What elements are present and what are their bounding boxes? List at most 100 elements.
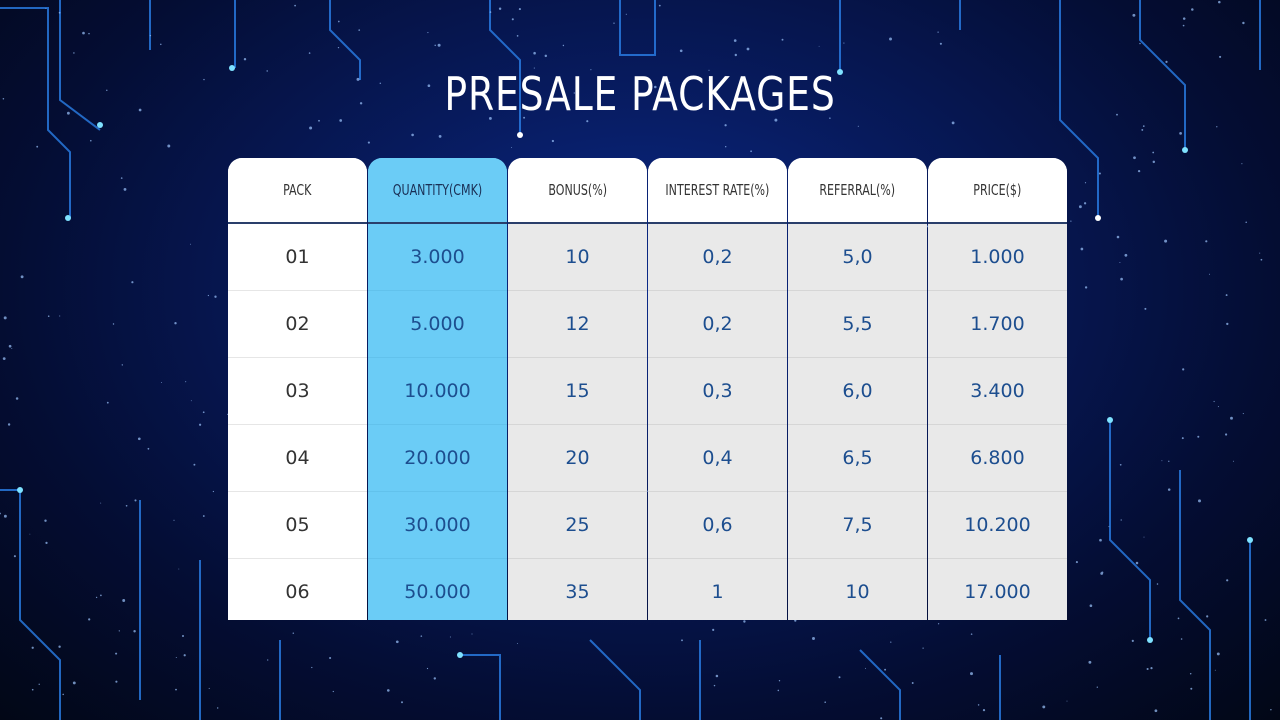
star-dot: [734, 53, 737, 57]
star-dot: [106, 89, 108, 92]
star-dot: [777, 689, 780, 692]
star-dot: [90, 139, 92, 142]
star-dot: [2, 357, 6, 360]
star-dot: [1209, 273, 1210, 275]
star-dot: [562, 44, 565, 47]
star-dot: [115, 680, 118, 683]
table-cell: 05: [228, 492, 367, 559]
star-dot: [183, 654, 186, 657]
column-header: QUANTITY(CMK): [368, 158, 507, 224]
star-dot: [713, 684, 716, 687]
star-dot: [1191, 8, 1194, 11]
star-dot: [449, 636, 451, 638]
star-dot: [3, 514, 7, 518]
star-dot: [44, 519, 47, 522]
star-dot: [590, 69, 592, 71]
star-dot: [311, 666, 313, 669]
column-interest-rate: INTEREST RATE(%) 0,2 0,2 0,3 0,4 0,6 1: [648, 158, 787, 620]
star-dot: [58, 645, 61, 648]
star-dot: [937, 31, 939, 33]
star-dot: [511, 18, 514, 21]
star-dot: [15, 397, 19, 400]
star-dot: [8, 344, 12, 348]
star-dot: [977, 704, 980, 706]
star-dot: [29, 533, 31, 535]
star-dot: [386, 689, 390, 692]
page-title: PRESALE PACKAGES: [444, 67, 836, 121]
star-dot: [58, 11, 61, 14]
star-dot: [1066, 700, 1068, 702]
star-dot: [207, 294, 210, 297]
star-dot: [118, 630, 120, 632]
column-header: REFERRAL(%): [788, 158, 927, 224]
star-dot: [20, 275, 24, 279]
star-dot: [1070, 220, 1072, 222]
star-dot: [1154, 709, 1158, 713]
star-dot: [434, 44, 436, 47]
star-dot: [1181, 437, 1184, 440]
star-dot: [774, 118, 778, 122]
star-dot: [173, 519, 175, 521]
table-cell: 3.400: [928, 358, 1067, 425]
star-dot: [937, 623, 940, 625]
star-dot: [318, 119, 320, 122]
star-dot: [511, 147, 513, 149]
star-dot: [1137, 169, 1141, 173]
table-cell: 0,2: [648, 224, 787, 291]
star-dot: [427, 84, 431, 88]
star-dot: [167, 144, 171, 148]
star-dot: [190, 243, 192, 245]
table-cell: 10.200: [928, 492, 1067, 559]
star-dot: [970, 672, 973, 676]
star-dot: [112, 323, 115, 325]
star-dot: [420, 635, 423, 637]
star-dot: [149, 34, 152, 37]
star-dot: [1218, 0, 1221, 4]
star-dot: [1225, 433, 1228, 436]
star-dot: [1150, 667, 1153, 670]
star-dot: [175, 656, 177, 659]
star-dot: [95, 596, 98, 599]
star-dot: [433, 677, 437, 680]
star-dot: [951, 121, 955, 125]
star-dot: [267, 659, 269, 661]
star-dot: [7, 423, 11, 426]
table-cell: 06: [228, 559, 367, 620]
star-dot: [339, 119, 343, 122]
star-dot: [437, 43, 441, 47]
star-dot: [1083, 202, 1087, 205]
star-dot: [1182, 17, 1186, 20]
star-dot: [1099, 538, 1102, 542]
table-cell: 5,5: [788, 291, 927, 358]
star-dot: [1078, 205, 1082, 209]
star-dot: [586, 120, 589, 123]
star-dot: [818, 45, 820, 47]
star-dot: [59, 315, 61, 317]
star-dot: [175, 688, 177, 691]
star-dot: [1242, 413, 1244, 415]
star-dot: [1096, 686, 1098, 688]
star-dot: [181, 634, 185, 638]
column-price: PRICE($) 1.000 1.700 3.400 6.800 10.200 …: [928, 158, 1067, 620]
star-dot: [1119, 463, 1122, 466]
star-dot: [681, 639, 683, 642]
star-dot: [750, 150, 752, 153]
star-dot: [1179, 132, 1182, 135]
table-cell: 30.000: [368, 492, 507, 559]
star-dot: [551, 139, 555, 143]
table-cell: 10: [508, 224, 647, 291]
star-dot: [794, 619, 797, 622]
star-dot: [654, 85, 657, 89]
star-dot: [1197, 435, 1200, 438]
star-dot: [1190, 687, 1193, 690]
star-dot: [1167, 488, 1171, 491]
star-dot: [66, 111, 70, 115]
star-dot: [1270, 708, 1272, 711]
star-dot: [471, 633, 473, 635]
star-dot: [1182, 24, 1185, 27]
star-dot: [202, 411, 205, 414]
table-cell: 1: [711, 581, 724, 603]
star-dot: [824, 701, 826, 703]
star-dot: [401, 701, 403, 704]
table-cell: 25: [508, 492, 647, 559]
